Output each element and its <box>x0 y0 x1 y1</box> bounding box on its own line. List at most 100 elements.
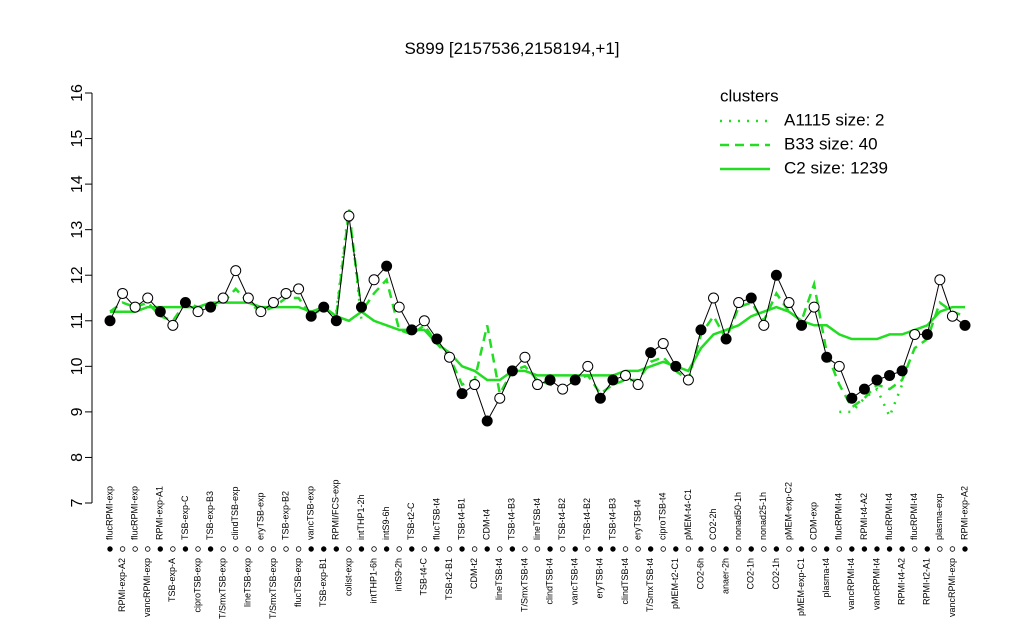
x-tick-label: TSB-exp-C <box>180 495 190 540</box>
data-point <box>821 351 833 363</box>
x-tick-label: RPMI-exp-A1 <box>155 486 165 540</box>
y-tick-label: 8 <box>69 453 86 462</box>
x-tick-label: plasma-t4 <box>821 558 831 598</box>
y-tick-label: 14 <box>69 175 86 193</box>
rug-dot <box>949 546 956 552</box>
x-tick-label: vancTSB-exp <box>306 486 316 540</box>
rug-dot <box>283 546 289 552</box>
x-tick-label: CO2-1h <box>771 558 781 590</box>
x-tick-label: nonad25-1h <box>758 492 768 540</box>
rug-dot <box>421 546 428 552</box>
rug-dot <box>346 546 352 552</box>
rug-dot <box>585 546 591 552</box>
x-tick-label: RPMI/FCS-exp <box>331 479 341 540</box>
x-tick-label: T/SmxTSB-exp <box>218 558 228 619</box>
rug-dot <box>107 546 113 552</box>
data-point <box>255 306 267 318</box>
data-point <box>217 292 229 304</box>
data-point <box>745 292 757 304</box>
data-point <box>418 315 430 327</box>
x-tick-label: pMEM-exp-C1 <box>796 558 806 616</box>
rug-dot <box>962 546 968 552</box>
data-point <box>896 365 908 377</box>
x-tick-label: vancRPMI-t4 <box>871 558 881 610</box>
data-point <box>959 319 971 331</box>
data-point <box>871 374 883 386</box>
x-tick-label: lineTSB-t4 <box>532 498 542 540</box>
x-tick-label: vancTSB-t4 <box>570 558 580 605</box>
x-tick-label: RPMI-t4-A2 <box>859 493 869 540</box>
data-point <box>129 301 141 313</box>
data-point <box>506 365 518 377</box>
data-point <box>519 351 531 363</box>
x-tick-label: eryTSB-t4 <box>632 499 642 540</box>
y-tick-label: 7 <box>69 498 86 507</box>
rug-dot <box>572 546 578 552</box>
data-point <box>645 347 657 359</box>
rug-dot <box>811 546 817 552</box>
rug-dot <box>484 546 490 552</box>
rug-dot <box>899 546 905 552</box>
rug-dot <box>748 546 754 552</box>
data-point <box>494 392 506 404</box>
data-point <box>242 292 254 304</box>
data-point <box>406 324 418 336</box>
x-tick-label: CO2-1h <box>746 558 756 590</box>
data-point <box>921 328 933 340</box>
rug-dot <box>836 546 842 552</box>
x-tick-label: TSB-t4-B1 <box>456 498 466 540</box>
rug-dot <box>132 546 138 552</box>
rug-dot <box>220 546 226 552</box>
rug-dot <box>119 546 126 552</box>
rug-dot <box>534 546 541 552</box>
rug-dot <box>145 546 151 552</box>
x-tick-label: pMEM-t4-C1 <box>683 489 693 540</box>
x-tick-label: CO2-2h <box>708 508 718 540</box>
data-point <box>179 297 191 309</box>
x-tick-label: flucRPMI-exp <box>130 486 140 540</box>
x-tick-label: TSB-t4-C <box>419 558 429 596</box>
x-tick-label: RPMI-exp-A2 <box>117 558 127 612</box>
data-point <box>733 297 745 309</box>
data-point <box>858 383 870 395</box>
data-point <box>205 301 217 313</box>
data-point <box>280 287 292 299</box>
data-point <box>934 274 946 286</box>
x-tick-label: ciproTSB-exp <box>192 558 202 613</box>
x-tick-label: TSB-exp-A <box>167 558 177 602</box>
rug-dot <box>673 546 679 552</box>
x-tick-label: CDM-t2 <box>469 558 479 589</box>
rug-dot <box>308 546 314 552</box>
rug-dot <box>710 546 717 552</box>
rug-dot <box>861 546 868 552</box>
data-point <box>368 274 380 286</box>
rug-dot <box>383 546 390 552</box>
x-tick-label: intS9-6h <box>381 506 391 540</box>
x-tick-label: T/SmxTSB-exp <box>268 558 278 619</box>
data-point <box>796 319 808 331</box>
data-point <box>682 374 694 386</box>
rug-dot <box>497 546 503 552</box>
rug-dot <box>321 546 327 552</box>
rug-dot <box>849 546 855 552</box>
x-tick-label: nonad50-1h <box>733 492 743 540</box>
rug-dot <box>823 546 830 552</box>
x-tick-label: flucRPMI-exp <box>104 486 114 540</box>
rug-dot <box>409 546 415 552</box>
data-point <box>230 265 242 277</box>
x-tick-label: clindTSB-exp <box>230 486 240 540</box>
rug-dot <box>182 546 189 552</box>
data-point <box>117 287 129 299</box>
legend-label: B33 size: 40 <box>784 134 878 153</box>
data-point <box>443 351 455 363</box>
data-point <box>708 292 720 304</box>
rug-dot <box>735 546 742 552</box>
data-point <box>343 210 355 222</box>
x-tick-label: ciproTSB-t4 <box>658 492 668 540</box>
x-tick-label: lineTSB-exp <box>243 558 253 607</box>
rug-dot <box>207 546 214 552</box>
data-point <box>318 301 330 313</box>
rug-dot <box>723 546 729 552</box>
rug-dot <box>660 546 666 552</box>
x-tick-label: intTHP1-2h <box>356 494 366 540</box>
